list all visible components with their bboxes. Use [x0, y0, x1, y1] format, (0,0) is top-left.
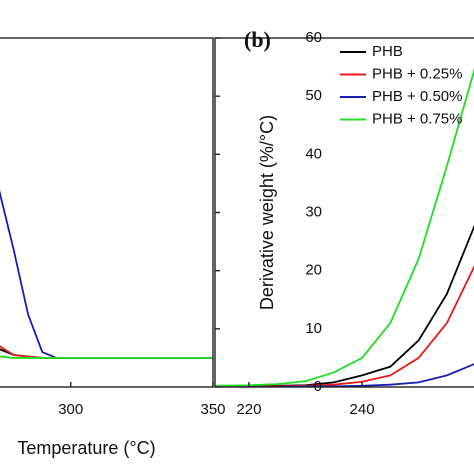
y-axis-label: Derivative weight (%/°C) [257, 115, 277, 310]
x-tick-label: 240 [350, 401, 375, 418]
series-line [215, 265, 474, 387]
y-tick-label: 50 [305, 87, 322, 104]
series-line [0, 190, 213, 359]
y-tick-label: 30 [305, 203, 322, 220]
y-tick-label: 10 [305, 320, 322, 337]
series-line [0, 344, 213, 359]
series-line [215, 67, 474, 387]
series-line [215, 363, 474, 387]
legend-label: PHB + 0.75% [372, 110, 462, 127]
x-axis-label: Temperature (°C) [17, 438, 155, 458]
legend-label: PHB + 0.25% [372, 65, 462, 82]
legend-label: PHB + 0.50% [372, 88, 462, 105]
panel-label: (b) [244, 27, 271, 52]
y-tick-label: 40 [305, 145, 322, 162]
series-line [215, 224, 474, 387]
series-line [0, 348, 213, 359]
x-tick-label: 300 [58, 401, 83, 418]
series-line [0, 355, 213, 359]
y-tick-label: 20 [305, 262, 322, 279]
x-tick-label: 350 [200, 401, 225, 418]
x-tick-label: 220 [236, 401, 261, 418]
y-tick-label: 60 [305, 29, 322, 46]
plot-frame [0, 37, 214, 388]
legend-label: PHB [372, 43, 403, 60]
y-tick-label: 0 [314, 378, 322, 395]
